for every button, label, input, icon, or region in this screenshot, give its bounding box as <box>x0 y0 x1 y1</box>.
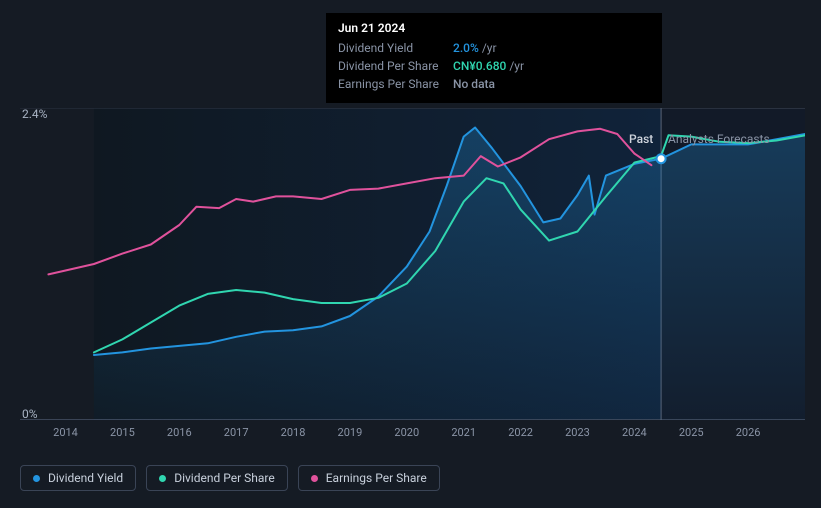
x-tick-label: 2020 <box>394 426 419 439</box>
tooltip-value: 2.0% <box>453 41 479 55</box>
tooltip-row-eps: Earnings Per Share No data <box>338 75 650 93</box>
chart-legend: Dividend Yield Dividend Per Share Earnin… <box>20 465 440 491</box>
chart-plot-area[interactable] <box>20 108 805 420</box>
legend-dot-icon <box>311 475 318 482</box>
x-tick-label: 2017 <box>224 426 249 439</box>
x-tick-label: 2014 <box>53 426 78 439</box>
tooltip-value: CN¥0.680 <box>453 59 506 73</box>
x-tick-label: 2016 <box>167 426 192 439</box>
legend-item-earnings-per-share[interactable]: Earnings Per Share <box>298 465 440 491</box>
x-tick-label: 2015 <box>110 426 135 439</box>
x-tick-label: 2025 <box>679 426 704 439</box>
tooltip-label: Earnings Per Share <box>338 77 453 91</box>
chart-svg <box>20 108 805 420</box>
tooltip-value: No data <box>453 77 495 91</box>
tooltip-label: Dividend Per Share <box>338 59 453 73</box>
legend-item-dividend-per-share[interactable]: Dividend Per Share <box>146 465 288 491</box>
region-label-forecast: Analysts Forecasts <box>668 132 770 146</box>
chart-tooltip: Jun 21 2024 Dividend Yield 2.0% /yr Divi… <box>326 13 662 103</box>
legend-item-dividend-yield[interactable]: Dividend Yield <box>20 465 136 491</box>
legend-label: Dividend Per Share <box>174 471 275 485</box>
legend-dot-icon <box>33 475 40 482</box>
tooltip-row-yield: Dividend Yield 2.0% /yr <box>338 39 650 57</box>
x-axis: 2014 2015 2016 2017 2018 2019 2020 2021 2022 2023… <box>20 426 805 446</box>
region-label-past: Past <box>629 132 653 146</box>
x-tick-label: 2021 <box>451 426 476 439</box>
tooltip-date: Jun 21 2024 <box>338 21 650 35</box>
tooltip-suffix: /yr <box>509 59 524 73</box>
legend-dot-icon <box>159 475 166 482</box>
dividend-chart: 2.4% 0% Past Analysts Forecasts 20142015… <box>0 0 821 508</box>
x-tick-label: 2019 <box>338 426 363 439</box>
tooltip-suffix: /yr <box>482 41 497 55</box>
x-tick-label: 2024 <box>622 426 647 439</box>
x-tick-label: 2023 <box>565 426 590 439</box>
x-tick-label: 2026 <box>736 426 761 439</box>
x-tick-label: 2018 <box>281 426 306 439</box>
tooltip-label: Dividend Yield <box>338 41 453 55</box>
tooltip-row-dps: Dividend Per Share CN¥0.680 /yr <box>338 57 650 75</box>
legend-label: Dividend Yield <box>48 471 123 485</box>
x-tick-label: 2022 <box>508 426 533 439</box>
legend-label: Earnings Per Share <box>326 471 427 485</box>
